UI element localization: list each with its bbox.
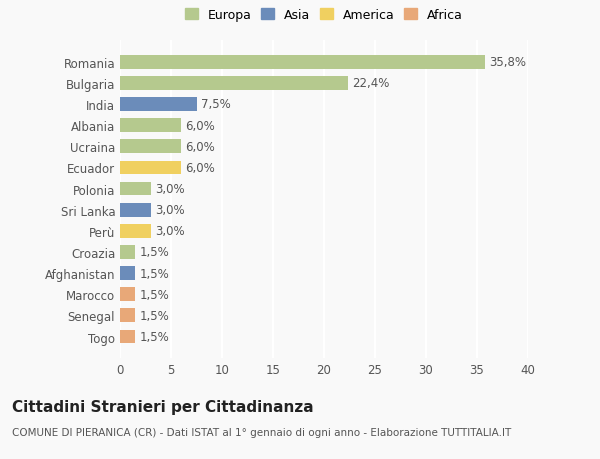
Text: Cittadini Stranieri per Cittadinanza: Cittadini Stranieri per Cittadinanza bbox=[12, 399, 314, 414]
Bar bbox=[120, 161, 181, 175]
Bar bbox=[120, 309, 136, 323]
Bar bbox=[120, 98, 197, 112]
Text: 6,0%: 6,0% bbox=[185, 140, 215, 153]
Text: 6,0%: 6,0% bbox=[185, 119, 215, 132]
Bar bbox=[120, 56, 485, 69]
Bar bbox=[120, 77, 349, 90]
Text: 6,0%: 6,0% bbox=[185, 162, 215, 174]
Bar bbox=[120, 119, 181, 133]
Text: 7,5%: 7,5% bbox=[200, 98, 230, 111]
Bar bbox=[120, 267, 136, 280]
Bar bbox=[120, 330, 136, 344]
Text: 3,0%: 3,0% bbox=[155, 225, 184, 238]
Bar bbox=[120, 224, 151, 238]
Bar bbox=[120, 140, 181, 154]
Text: 22,4%: 22,4% bbox=[353, 77, 390, 90]
Text: 3,0%: 3,0% bbox=[155, 183, 184, 196]
Text: 1,5%: 1,5% bbox=[139, 309, 169, 322]
Text: COMUNE DI PIERANICA (CR) - Dati ISTAT al 1° gennaio di ogni anno - Elaborazione : COMUNE DI PIERANICA (CR) - Dati ISTAT al… bbox=[12, 427, 511, 437]
Text: 35,8%: 35,8% bbox=[489, 56, 526, 69]
Bar bbox=[120, 182, 151, 196]
Text: 1,5%: 1,5% bbox=[139, 330, 169, 343]
Text: 1,5%: 1,5% bbox=[139, 288, 169, 301]
Bar bbox=[120, 288, 136, 302]
Legend: Europa, Asia, America, Africa: Europa, Asia, America, Africa bbox=[182, 6, 466, 24]
Text: 3,0%: 3,0% bbox=[155, 204, 184, 217]
Text: 1,5%: 1,5% bbox=[139, 246, 169, 259]
Bar bbox=[120, 203, 151, 217]
Text: 1,5%: 1,5% bbox=[139, 267, 169, 280]
Bar bbox=[120, 246, 136, 259]
